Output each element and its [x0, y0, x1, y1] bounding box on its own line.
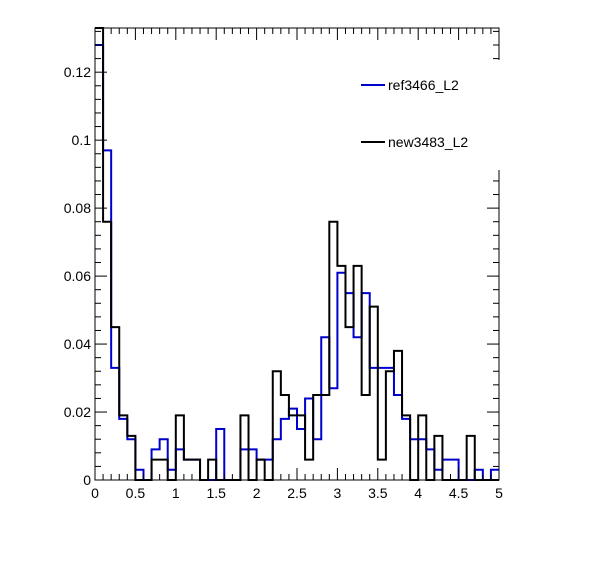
legend-label-new: new3483_L2	[388, 134, 468, 150]
x-tick-label: 0.5	[126, 485, 146, 501]
x-tick-label: 5	[495, 485, 503, 501]
x-tick-label: 3.5	[368, 485, 388, 501]
x-tick-label: 2.5	[287, 485, 307, 501]
y-tick-label: 0.04	[64, 336, 91, 352]
x-tick-label: 1	[172, 485, 180, 501]
y-tick-label: 0.02	[64, 404, 91, 420]
ticks-layer	[94, 28, 500, 481]
series-line-new	[95, 27, 499, 481]
y-tick-label: 0	[83, 472, 91, 488]
legend-label-ref: ref3466_L2	[388, 77, 459, 93]
x-tick-label: 4.5	[449, 485, 469, 501]
x-tick-label: 1.5	[206, 485, 226, 501]
legend-box	[356, 60, 500, 170]
legend: ref3466_L2 new3483_L2	[356, 60, 500, 170]
y-tick-label: 0.12	[64, 64, 91, 80]
x-tick-label: 3	[334, 485, 342, 501]
y-tick-label: 0.06	[64, 268, 91, 284]
labels-layer: 0 0.5 1 1.5 2 2.5 3 3.5 4 4.5 5 0 0.02 0.04 0.06 0.08 0.…	[64, 64, 503, 501]
x-tick-label: 2	[253, 485, 261, 501]
series-line-ref	[95, 43, 499, 481]
x-tick-label: 4	[414, 485, 422, 501]
y-tick-label: 0.08	[64, 200, 91, 216]
series-layer	[95, 27, 499, 481]
y-tick-label: 0.1	[72, 132, 92, 148]
x-tick-label: 0	[91, 485, 99, 501]
